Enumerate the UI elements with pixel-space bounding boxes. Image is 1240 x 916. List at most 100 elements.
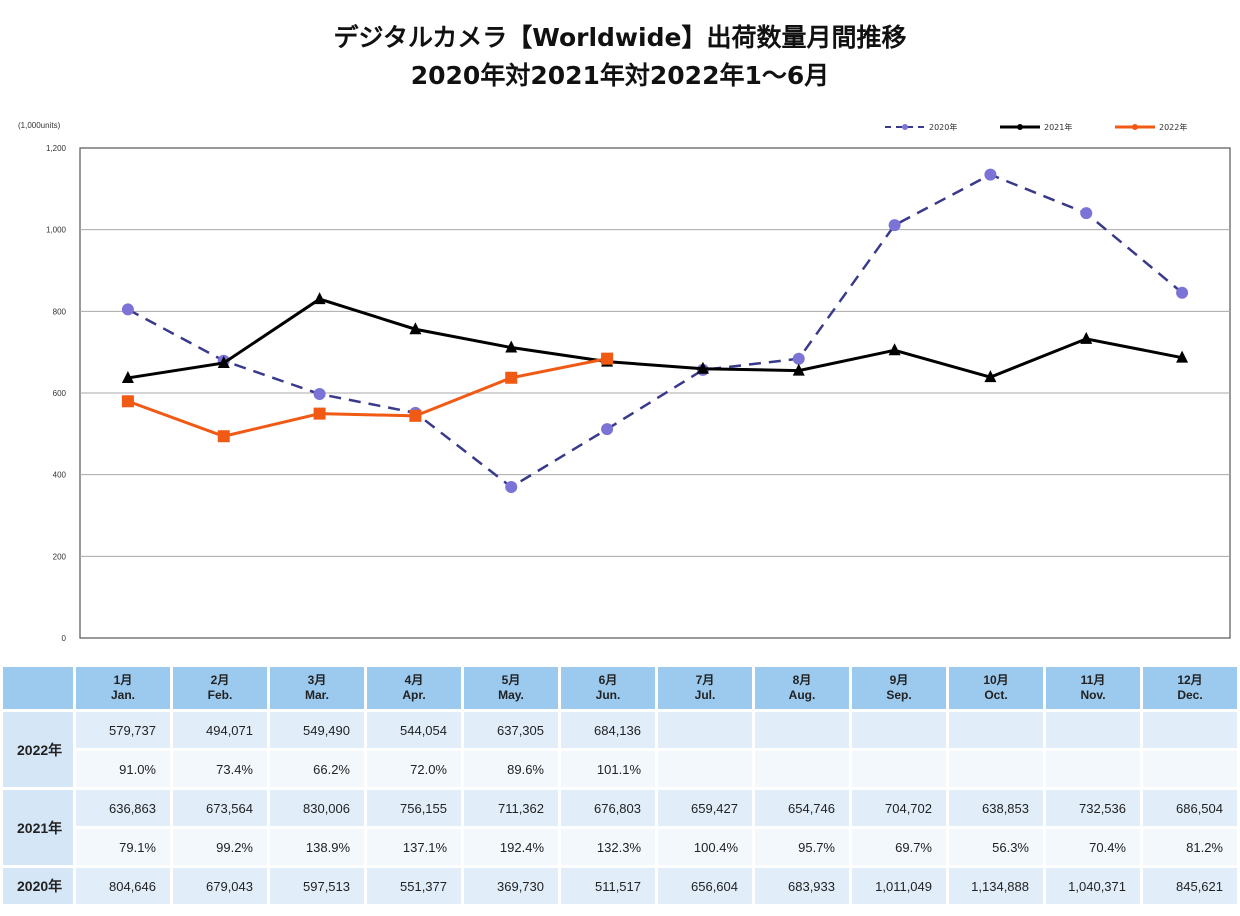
percent-cell: 95.7% — [755, 829, 849, 865]
value-cell: 549,490 — [270, 712, 364, 748]
value-cell: 369,730 — [464, 868, 558, 904]
percent-cell: 79.1% — [76, 829, 170, 865]
data-point — [601, 423, 614, 436]
value-cell: 637,305 — [464, 712, 558, 748]
data-point — [888, 343, 901, 356]
y-axis-unit: (1,000units) — [18, 121, 61, 130]
table-row-pct: 79.1% 99.2% 138.9% 137.1% 192.4% 132.3% 100.4%… — [3, 829, 1237, 865]
percent-cell: 137.1% — [367, 829, 461, 865]
legend-label: 2022年 — [1159, 122, 1187, 132]
column-header: 8月 Aug. — [755, 667, 849, 709]
series-line-2021年 — [127, 297, 1183, 380]
value-cell: 638,853 — [949, 790, 1043, 826]
value-cell: 676,803 — [561, 790, 655, 826]
data-point — [505, 371, 518, 384]
percent-cell: 81.2% — [1143, 829, 1237, 865]
table-row-pct: 91.0% 73.4% 66.2% 72.0% 89.6% 101.1% — [3, 751, 1237, 787]
column-header: 3月 Mar. — [270, 667, 364, 709]
percent-cell: 138.9% — [270, 829, 364, 865]
chart-subtitle: 2020年対2021年対2022年1～6月 — [410, 61, 830, 90]
value-cell: 683,933 — [755, 868, 849, 904]
value-cell — [852, 712, 946, 748]
value-cell: 673,564 — [173, 790, 267, 826]
y-tick-label: 400 — [53, 471, 67, 480]
column-header: 10月 Oct. — [949, 667, 1043, 709]
value-cell: 551,377 — [367, 868, 461, 904]
data-point — [696, 361, 709, 374]
value-cell: 1,134,888 — [949, 868, 1043, 904]
data-point — [984, 370, 997, 383]
data-point — [1080, 207, 1093, 220]
percent-cell: 101.1% — [561, 751, 655, 787]
value-cell — [1046, 712, 1140, 748]
data-point — [313, 388, 326, 401]
data-point — [121, 395, 134, 408]
series-line-2022年 — [127, 357, 608, 438]
data-point — [505, 481, 518, 494]
data-point — [792, 363, 805, 376]
legend-marker — [1017, 124, 1023, 130]
value-cell — [949, 712, 1043, 748]
data-point — [313, 407, 326, 420]
column-header: 2月 Feb. — [173, 667, 267, 709]
column-header: 11月 Nov. — [1046, 667, 1140, 709]
data-point — [409, 409, 422, 422]
percent-cell: 192.4% — [464, 829, 558, 865]
column-header: 12月 Dec. — [1143, 667, 1237, 709]
percent-cell — [949, 751, 1043, 787]
table-row: 2022年 579,737 494,071 549,490 544,054 637,305… — [3, 712, 1237, 787]
percent-cell — [1046, 751, 1140, 787]
percent-cell: 70.4% — [1046, 829, 1140, 865]
value-cell: 494,071 — [173, 712, 267, 748]
column-header: 4月 Apr. — [367, 667, 461, 709]
data-point — [984, 168, 997, 181]
percent-cell: 132.3% — [561, 829, 655, 865]
value-cell — [1143, 712, 1237, 748]
value-cell: 804,646 — [76, 868, 170, 904]
value-cell: 756,155 — [367, 790, 461, 826]
value-cell: 659,427 — [658, 790, 752, 826]
value-cell: 597,513 — [270, 868, 364, 904]
series-line-2020年 — [127, 173, 1183, 489]
y-tick-label: 1,000 — [46, 226, 67, 235]
header-blank — [3, 667, 73, 709]
legend-label: 2020年 — [929, 122, 957, 132]
value-cell — [755, 712, 849, 748]
percent-cell — [658, 751, 752, 787]
data-point — [888, 219, 901, 232]
value-cell: 845,621 — [1143, 868, 1237, 904]
data-point — [409, 322, 422, 335]
value-cell: 711,362 — [464, 790, 558, 826]
y-tick-label: 1,200 — [46, 144, 67, 153]
data-point — [121, 370, 134, 383]
value-cell: 830,006 — [270, 790, 364, 826]
data-table: 1月 Jan. 2月 Feb. 3月 Mar. 4月 Apr. 5月 May. 6月 Jun. 7月 Ju… — [0, 664, 1240, 907]
column-header: 7月 Jul. — [658, 667, 752, 709]
y-tick-label: 200 — [53, 552, 67, 561]
value-cell: 679,043 — [173, 868, 267, 904]
value-cell: 704,702 — [852, 790, 946, 826]
value-cell: 656,604 — [658, 868, 752, 904]
percent-cell: 73.4% — [173, 751, 267, 787]
percent-cell — [755, 751, 849, 787]
data-point — [601, 352, 614, 365]
legend-marker — [902, 124, 908, 130]
data-point — [792, 352, 805, 365]
column-header: 1月 Jan. — [76, 667, 170, 709]
percent-cell: 72.0% — [367, 751, 461, 787]
value-cell: 511,517 — [561, 868, 655, 904]
row-label: 2020年 — [3, 868, 73, 904]
value-cell: 654,746 — [755, 790, 849, 826]
table-row: 2021年 636,863 673,564 830,006 756,155 711,362… — [3, 790, 1237, 865]
value-cell: 579,737 — [76, 712, 170, 748]
y-tick-label: 600 — [53, 389, 67, 398]
line-chart: 0 200 400 600 800 1,000 1,200 (1,000units) 2020年… — [18, 121, 1231, 643]
percent-cell — [852, 751, 946, 787]
value-cell: 544,054 — [367, 712, 461, 748]
legend-marker — [1132, 124, 1138, 130]
value-cell: 1,040,371 — [1046, 868, 1140, 904]
y-tick-label: 0 — [62, 634, 67, 643]
value-cell: 636,863 — [76, 790, 170, 826]
data-point — [217, 430, 230, 443]
data-point — [1080, 331, 1093, 344]
